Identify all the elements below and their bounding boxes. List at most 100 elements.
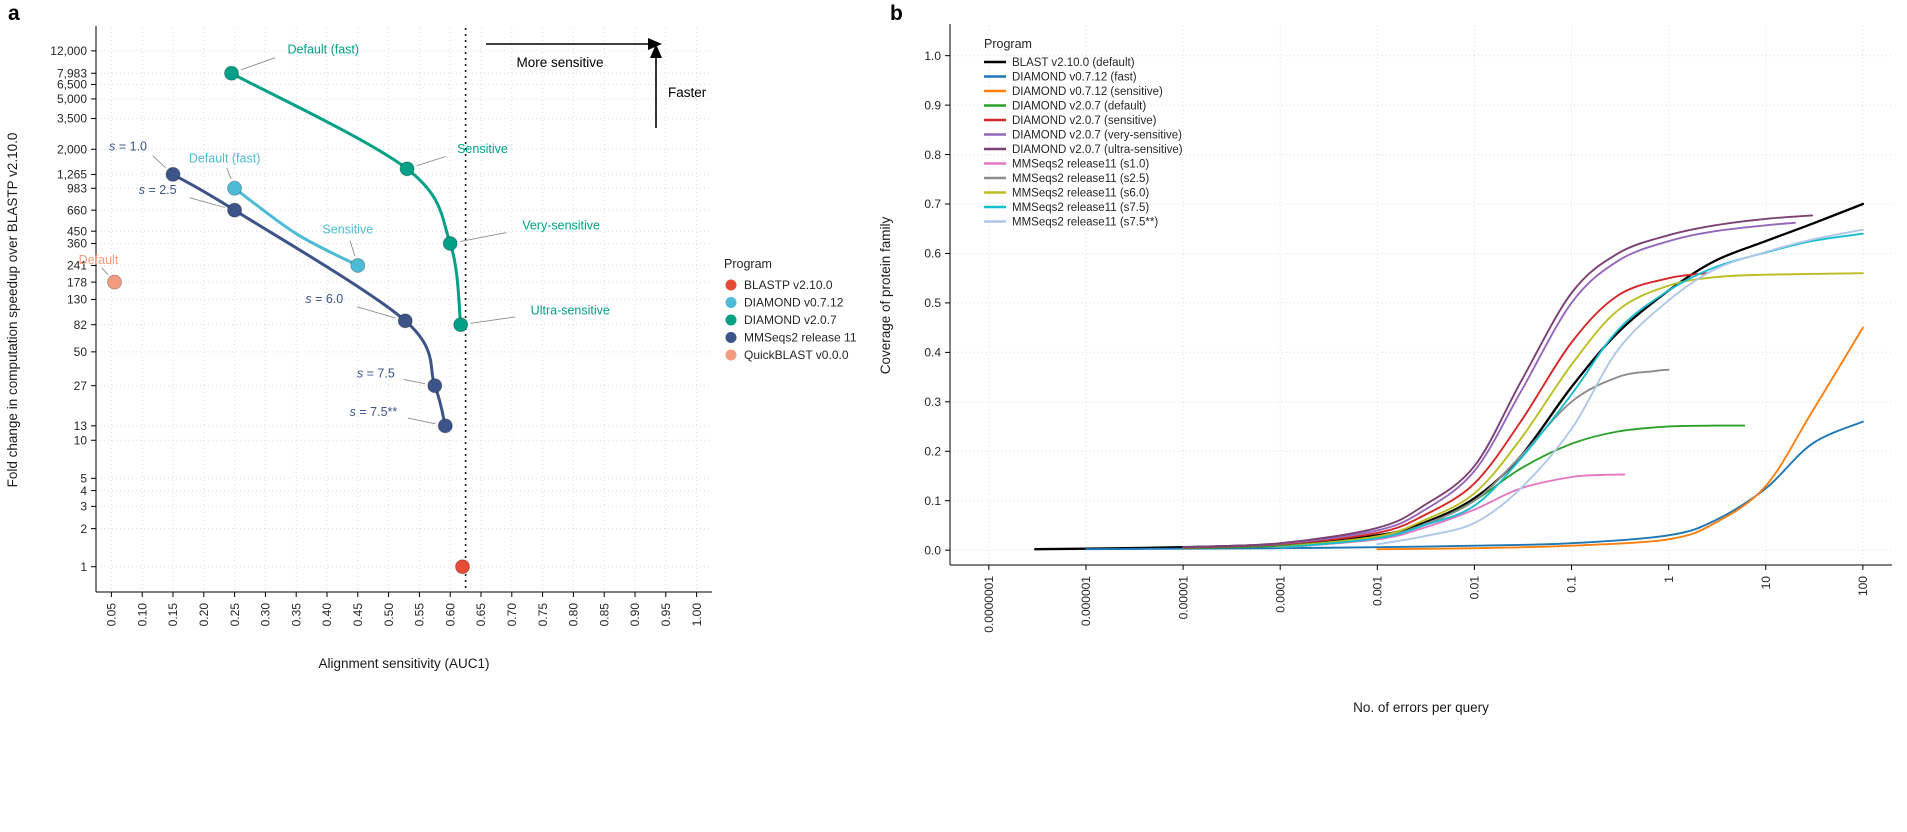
- point-annotation: Sensitive: [457, 142, 508, 156]
- x-tick-label: 0.30: [259, 603, 273, 627]
- label-leader-line: [356, 306, 396, 319]
- x-tick-label: 1.00: [690, 603, 704, 627]
- y-tick-label: 4: [80, 484, 87, 498]
- x-tick-label: 100: [1856, 576, 1870, 596]
- label-leader-line: [349, 240, 356, 257]
- x-tick-label: 0.55: [413, 603, 427, 627]
- y-tick-label: 2: [80, 522, 87, 536]
- legend-swatch-dot: [725, 297, 737, 308]
- panel-a: a 0.05 0.10 0.15 0.20 0.25 0.30 0.35 0.40 0.45 0.…: [0, 0, 872, 832]
- legend-swatch-dot: [725, 279, 737, 291]
- legend-item-label: DIAMOND v0.7.12 (sensitive): [1012, 86, 1163, 98]
- label-rest: = 2.5: [145, 183, 177, 197]
- panel-a-chart: 0.05 0.10 0.15 0.20 0.25 0.30 0.35 0.40 0.45 0.50…: [5, 26, 857, 671]
- legend-item-label: BLASTP v2.10.0: [744, 278, 833, 292]
- y-tick-label: 130: [67, 293, 87, 307]
- y-tick-label: 0.6: [924, 247, 941, 261]
- point-annotation: Default (fast): [189, 151, 261, 165]
- point-annotation: s = 2.5: [139, 183, 177, 197]
- x-tick-label: 0.25: [228, 603, 242, 627]
- panel-b-chart: 0.0000001 0.000001 0.00001 0.0001 0.001 0.01 0…: [878, 24, 1892, 715]
- data-point: [106, 274, 122, 290]
- series-curve: [1182, 221, 1796, 549]
- panel-a-label: a: [8, 2, 20, 25]
- y-tick-label: 660: [67, 203, 87, 217]
- series-curve: [230, 71, 463, 327]
- y-tick-label: 241: [67, 259, 87, 273]
- y-tick-label: 178: [67, 275, 87, 289]
- x-tick-label: 0.0001: [1273, 576, 1287, 613]
- point-annotation: s = 6.0: [305, 292, 343, 306]
- point-annotation: Default (fast): [288, 42, 360, 56]
- y-tick-label: 3: [80, 500, 87, 514]
- more-sensitive-label: More sensitive: [516, 55, 603, 70]
- label-leader-line: [403, 379, 426, 385]
- x-tick-label: 0.80: [567, 603, 581, 627]
- label-rest: = 6.0: [312, 292, 344, 306]
- data-point: [442, 235, 458, 251]
- x-tick-label: 0.00001: [1176, 576, 1190, 620]
- point-annotation: Sensitive: [322, 222, 373, 236]
- y-tick-label: 5: [80, 472, 87, 486]
- x-tick-label: 0.90: [628, 603, 642, 627]
- x-tick-label: 0.45: [351, 603, 365, 627]
- legend-item-label: MMSeqs2 release11 (s2.5): [1012, 173, 1149, 185]
- y-tick-label: 12,000: [50, 44, 87, 58]
- x-tick-label: 0.75: [536, 603, 550, 627]
- right-arrowhead-icon: [648, 38, 662, 50]
- x-axis-title: No. of errors per query: [1353, 700, 1489, 715]
- series-curve: [1182, 272, 1709, 549]
- x-tick-label: 0.000001: [1079, 576, 1093, 626]
- faster-label: Faster: [668, 85, 707, 100]
- data-point: [455, 559, 471, 575]
- x-tick-label: 0.50: [382, 603, 396, 627]
- label-leader-line: [459, 232, 507, 242]
- label-rest: = 1.0: [115, 139, 147, 153]
- legend-title: Program: [984, 37, 1032, 51]
- point-annotation: Default: [79, 253, 119, 267]
- label-rest: = 7.5**: [356, 405, 397, 419]
- x-tick-label: 0.95: [659, 603, 673, 627]
- y-tick-label: 1,265: [57, 168, 87, 182]
- data-point: [399, 161, 415, 177]
- legend-item-label: MMSeqs2 release11 (s6.0): [1012, 188, 1149, 200]
- x-tick-label: 0.70: [505, 603, 519, 627]
- y-tick-label: 0.8: [924, 148, 941, 162]
- y-tick-label: 5,000: [57, 92, 87, 106]
- y-tick-label: 7,983: [57, 66, 87, 80]
- y-axis-title: Coverage of protein family: [878, 216, 893, 374]
- y-tick-label: 13: [74, 419, 88, 433]
- x-tick-label: 0.01: [1468, 576, 1482, 600]
- label-leader-line: [101, 267, 109, 275]
- y-tick-label: 983: [67, 181, 87, 195]
- legend-item-label: DIAMOND v2.0.7 (default): [1012, 101, 1146, 113]
- y-tick-label: 1.0: [924, 49, 941, 63]
- series-curve: [1182, 214, 1814, 549]
- legend-item-label: DIAMOND v0.7.12: [744, 296, 844, 310]
- y-tick-label: 360: [67, 237, 87, 251]
- series-curve: [233, 186, 360, 267]
- y-tick-label: 1: [80, 560, 87, 574]
- y-tick-label: 82: [74, 318, 88, 332]
- legend-item-label: BLAST v2.10.0 (default): [1012, 57, 1135, 69]
- x-tick-label: 0.20: [197, 603, 211, 627]
- data-point: [224, 65, 240, 81]
- x-tick-label: 1: [1662, 576, 1676, 583]
- data-point: [453, 317, 469, 333]
- chart-a: 0.05 0.10 0.15 0.20 0.25 0.30 0.35 0.40 0.45 0.50…: [0, 0, 872, 720]
- legend-swatch-dot: [725, 314, 737, 326]
- series-curve: [1376, 228, 1864, 546]
- label-italic-s: s: [357, 367, 363, 381]
- legend-item-label: DIAMOND v2.0.7 (sensitive): [1012, 115, 1157, 127]
- chart-b: 0.0000001 0.000001 0.00001 0.0001 0.001 0.01 0…: [872, 0, 1907, 740]
- x-tick-label: 0.65: [474, 603, 488, 627]
- label-leader-line: [407, 417, 436, 425]
- label-leader-line: [416, 155, 447, 167]
- point-annotation: Ultra-sensitive: [531, 304, 610, 318]
- x-tick-label: 0.15: [166, 603, 180, 627]
- y-tick-label: 0.9: [924, 98, 941, 112]
- x-tick-label: 0.0000001: [982, 576, 996, 633]
- series-curve: [1376, 326, 1864, 551]
- legend-swatch-dot: [725, 332, 737, 343]
